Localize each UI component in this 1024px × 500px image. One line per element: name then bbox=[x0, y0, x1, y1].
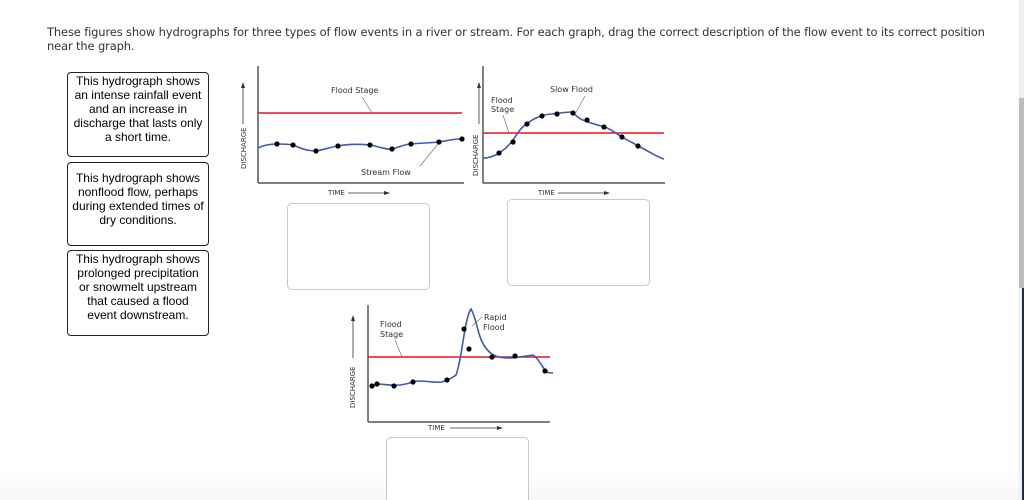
flood-stage-label: Flood Stage bbox=[331, 86, 378, 95]
x-axis-label: TIME bbox=[537, 189, 555, 197]
y-axis-label: DISCHARGE bbox=[349, 366, 357, 408]
hydrograph-slow-flood: DISCHARGE TIME Flood Stage Slow Flood bbox=[467, 62, 667, 202]
arrow-right-icon bbox=[384, 191, 390, 195]
y-axis-label: DISCHARGE bbox=[240, 127, 248, 169]
x-axis-label: TIME bbox=[327, 189, 345, 197]
flow-curve bbox=[257, 138, 463, 152]
arrow-up-icon bbox=[477, 82, 481, 88]
arrow-up-icon bbox=[351, 315, 355, 321]
data-points bbox=[274, 136, 465, 154]
description-text: This hydrograph shows an intense rainfal… bbox=[73, 74, 203, 144]
instructions-text: These figures show hydrographs for three… bbox=[47, 25, 985, 53]
arrow-right-icon bbox=[497, 426, 503, 430]
curve-label-line1: Rapid bbox=[484, 313, 507, 322]
description-card-rapid-flood[interactable]: This hydrograph shows an intense rainfal… bbox=[67, 72, 209, 157]
description-card-slow-flood[interactable]: This hydrograph shows prolonged precipit… bbox=[67, 250, 209, 336]
flood-stage-label-line1: Flood bbox=[491, 96, 513, 105]
curve-label: Stream Flow bbox=[361, 168, 411, 177]
flow-curve bbox=[369, 307, 554, 388]
window-edge bbox=[1022, 288, 1024, 500]
arrow-right-icon bbox=[604, 191, 610, 195]
data-points bbox=[496, 110, 641, 156]
data-points bbox=[369, 326, 548, 389]
drop-zone-rapid-flood[interactable] bbox=[386, 437, 529, 500]
arrow-up-icon bbox=[241, 82, 245, 88]
x-axis-label: TIME bbox=[427, 424, 445, 432]
drop-zone-stream-flow[interactable] bbox=[287, 203, 430, 290]
flood-stage-label-line2: Stage bbox=[380, 330, 403, 339]
hydrograph-rapid-flood: DISCHARGE TIME Flood Stage Rapid Flood bbox=[340, 300, 560, 440]
y-axis-label: DISCHARGE bbox=[472, 134, 480, 176]
flood-stage-label-line2: Stage bbox=[491, 105, 514, 114]
drop-zone-slow-flood[interactable] bbox=[507, 199, 650, 286]
hydrograph-stream-flow: DISCHARGE TIME Flood Stage Stream Flow bbox=[240, 62, 470, 202]
flow-curve bbox=[482, 111, 665, 160]
curve-label: Slow Flood bbox=[550, 85, 593, 94]
description-text: This hydrograph shows nonflood flow, per… bbox=[72, 171, 204, 227]
flood-stage-label-line1: Flood bbox=[380, 320, 402, 329]
scrollbar-thumb[interactable] bbox=[1019, 98, 1024, 288]
curve-label-line2: Flood bbox=[483, 323, 505, 332]
description-card-nonflood[interactable]: This hydrograph shows nonflood flow, per… bbox=[67, 162, 209, 246]
description-text: This hydrograph shows prolonged precipit… bbox=[75, 252, 201, 322]
